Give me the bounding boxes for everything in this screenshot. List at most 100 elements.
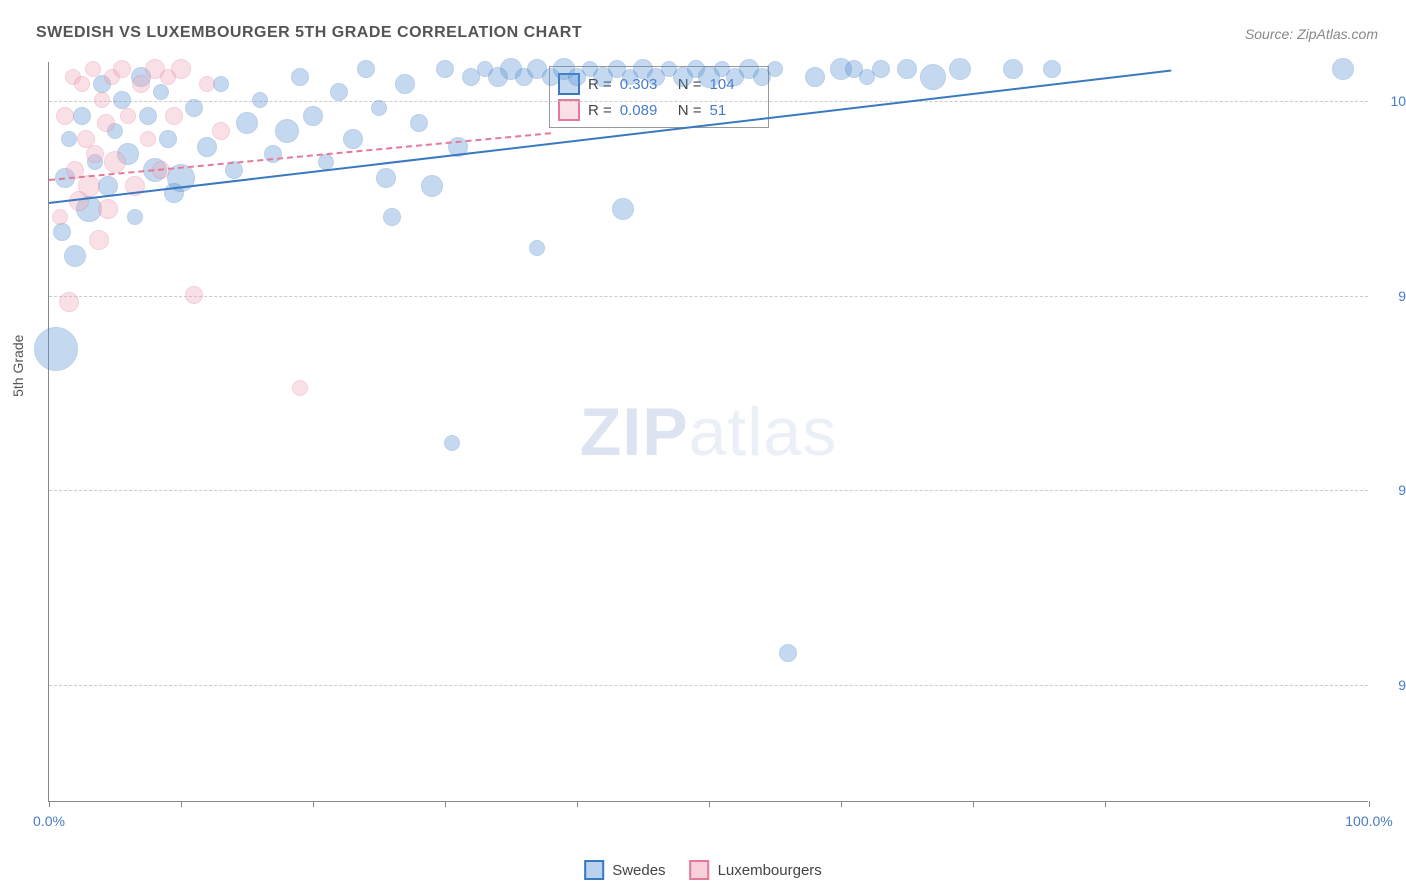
scatter-point	[139, 107, 157, 125]
scatter-point	[897, 59, 917, 79]
scatter-point	[376, 168, 396, 188]
bottom-legend-label: Swedes	[612, 862, 665, 879]
legend-square-icon	[690, 860, 710, 880]
scatter-point	[140, 131, 156, 147]
chart-title: SWEDISH VS LUXEMBOURGER 5TH GRADE CORREL…	[36, 24, 582, 42]
gridline	[49, 101, 1368, 102]
scatter-point	[199, 76, 215, 92]
scatter-point	[212, 122, 230, 140]
scatter-point	[357, 60, 375, 78]
y-axis-label: 5th Grade	[10, 335, 26, 397]
scatter-point	[113, 60, 131, 78]
xtick	[973, 801, 974, 807]
scatter-point	[56, 107, 74, 125]
scatter-point	[59, 292, 79, 312]
scatter-point	[185, 99, 203, 117]
scatter-point	[236, 112, 258, 134]
scatter-point	[197, 137, 217, 157]
chart-container: SWEDISH VS LUXEMBOURGER 5TH GRADE CORREL…	[0, 0, 1406, 892]
scatter-point	[383, 208, 401, 226]
scatter-point	[97, 114, 115, 132]
scatter-point	[291, 68, 309, 86]
scatter-point	[98, 176, 118, 196]
scatter-point	[949, 58, 971, 80]
scatter-point	[153, 84, 169, 100]
xtick-label: 0.0%	[33, 813, 65, 829]
watermark-bold: ZIP	[580, 394, 689, 470]
ytick-label: 92.5%	[1378, 677, 1406, 693]
bottom-legend-item: Swedes	[584, 860, 665, 880]
scatter-point	[920, 64, 946, 90]
xtick	[49, 801, 50, 807]
gridline	[49, 296, 1368, 297]
xtick	[1105, 801, 1106, 807]
legend-r-label: R =	[588, 102, 612, 119]
scatter-point	[85, 61, 101, 77]
scatter-point	[805, 67, 825, 87]
scatter-point	[410, 114, 428, 132]
ytick-label: 97.5%	[1378, 288, 1406, 304]
scatter-point	[264, 145, 282, 163]
scatter-point	[275, 119, 299, 143]
bottom-legend-label: Luxembourgers	[718, 862, 822, 879]
scatter-point	[34, 327, 78, 371]
scatter-point	[132, 75, 150, 93]
xtick	[445, 801, 446, 807]
scatter-point	[127, 209, 143, 225]
scatter-point	[779, 644, 797, 662]
scatter-point	[61, 131, 77, 147]
bottom-legend: Swedes Luxembourgers	[584, 860, 822, 880]
scatter-point	[1003, 59, 1023, 79]
scatter-point	[872, 60, 890, 78]
ytick-label: 95.0%	[1378, 482, 1406, 498]
scatter-point	[165, 107, 183, 125]
scatter-point	[303, 106, 323, 126]
scatter-point	[252, 92, 268, 108]
scatter-point	[343, 129, 363, 149]
scatter-point	[395, 74, 415, 94]
scatter-point	[1332, 58, 1354, 80]
scatter-point	[86, 145, 104, 163]
scatter-point	[113, 91, 131, 109]
xtick	[1369, 801, 1370, 807]
scatter-point	[171, 59, 191, 79]
scatter-point	[120, 108, 136, 124]
scatter-point	[89, 230, 109, 250]
source-label: Source: ZipAtlas.com	[1245, 26, 1378, 42]
scatter-point	[421, 175, 443, 197]
ytick-label: 100.0%	[1378, 93, 1406, 109]
legend-square-icon	[558, 99, 580, 121]
scatter-point	[73, 107, 91, 125]
scatter-point	[52, 209, 68, 225]
scatter-point	[104, 151, 126, 173]
scatter-point	[74, 76, 90, 92]
legend-r-value: 0.089	[620, 102, 670, 119]
xtick	[577, 801, 578, 807]
scatter-point	[292, 380, 308, 396]
scatter-point	[444, 435, 460, 451]
gridline	[49, 490, 1368, 491]
scatter-point	[330, 83, 348, 101]
plot-area: ZIPatlas R = 0.303 N = 104 R = 0.089 N =…	[48, 62, 1368, 802]
scatter-point	[185, 286, 203, 304]
scatter-point	[436, 60, 454, 78]
scatter-point	[529, 240, 545, 256]
legend-n-label: N =	[678, 102, 702, 119]
scatter-point	[53, 223, 71, 241]
legend-square-icon	[584, 860, 604, 880]
gridline	[49, 685, 1368, 686]
xtick	[841, 801, 842, 807]
scatter-point	[159, 130, 177, 148]
xtick-label: 100.0%	[1345, 813, 1392, 829]
scatter-point	[98, 199, 118, 219]
scatter-point	[612, 198, 634, 220]
xtick	[709, 801, 710, 807]
scatter-point	[64, 245, 86, 267]
legend-n-value: 51	[710, 102, 760, 119]
scatter-point	[1043, 60, 1061, 78]
scatter-point	[371, 100, 387, 116]
bottom-legend-item: Luxembourgers	[690, 860, 822, 880]
scatter-point	[94, 92, 110, 108]
xtick	[181, 801, 182, 807]
watermark: ZIPatlas	[580, 393, 837, 471]
